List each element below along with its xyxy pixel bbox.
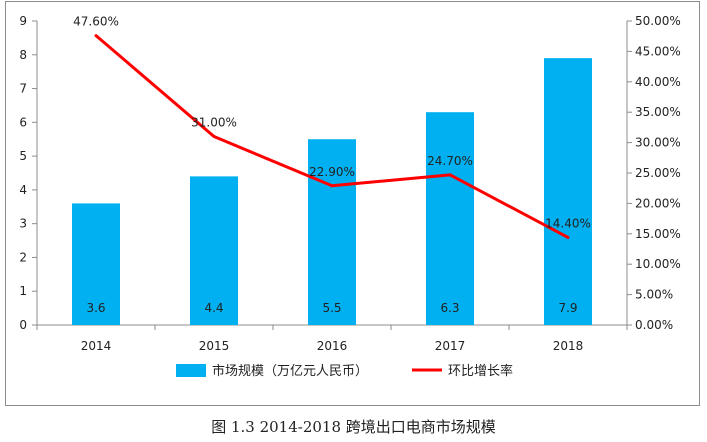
right-tick-label: 35.00%	[635, 105, 681, 119]
right-tick-label: 20.00%	[635, 196, 681, 210]
line-value-label: 14.40%	[545, 216, 591, 230]
left-tick-label: 5	[19, 149, 27, 163]
x-tick-label: 2017	[435, 339, 466, 353]
bar	[72, 203, 120, 325]
line-value-label: 22.90%	[309, 165, 355, 179]
x-tick-label: 2014	[81, 339, 112, 353]
bar-value-label: 6.3	[440, 301, 459, 315]
x-tick-label: 2016	[317, 339, 348, 353]
right-tick-label: 45.00%	[635, 44, 681, 58]
left-tick-label: 0	[19, 318, 27, 332]
left-tick-label: 7	[19, 82, 27, 96]
line-value-label: 31.00%	[191, 116, 237, 130]
bar-value-label: 4.4	[204, 301, 223, 315]
bar	[426, 112, 474, 325]
right-tick-label: 25.00%	[635, 166, 681, 180]
x-tick-label: 2018	[553, 339, 584, 353]
legend-swatch-bar	[176, 364, 206, 377]
line-point	[566, 235, 570, 239]
line-point	[94, 34, 98, 38]
legend-label-growth-rate: 环比增长率	[448, 363, 513, 379]
left-tick-label: 9	[19, 14, 27, 28]
right-tick-label: 0.00%	[635, 318, 673, 332]
right-tick-label: 30.00%	[635, 136, 681, 150]
left-tick-label: 6	[19, 115, 27, 129]
left-tick-label: 1	[19, 284, 27, 298]
left-tick-label: 4	[19, 183, 27, 197]
right-tick-label: 5.00%	[635, 288, 673, 302]
right-tick-label: 40.00%	[635, 75, 681, 89]
right-tick-label: 50.00%	[635, 14, 681, 28]
left-tick-label: 8	[19, 48, 27, 62]
legend-label-market-size: 市场规模（万亿元人民币）	[212, 363, 368, 379]
figure-caption: 图 1.3 2014-2018 跨境出口电商市场规模	[211, 418, 496, 436]
line-point	[212, 135, 216, 139]
bar	[308, 139, 356, 325]
combo-chart: 0 1 2 3 4 5 6 7 8 9 0.00% 5.00% 10.00% 15.00% 20.00% 25…	[19, 14, 680, 379]
left-tick-label: 2	[19, 250, 27, 264]
line-point	[330, 184, 334, 188]
chart-frame	[5, 1, 700, 406]
bar	[190, 176, 238, 325]
x-tick-label: 2015	[199, 339, 230, 353]
bar-value-label: 7.9	[558, 301, 577, 315]
axes: 0 1 2 3 4 5 6 7 8 9 0.00% 5.00% 10.00% 15.00% 20.00% 25…	[19, 14, 680, 353]
line-series	[94, 34, 570, 239]
data-labels: 3.6 4.4 5.5 6.3 7.9 47.60% 31.00% 22.90% 24.70% 1…	[73, 15, 591, 315]
line-value-label: 24.70%	[427, 154, 473, 168]
right-tick-label: 10.00%	[635, 257, 681, 271]
bar-value-label: 5.5	[322, 301, 341, 315]
left-tick-label: 3	[19, 217, 27, 231]
bar	[544, 58, 592, 326]
bar-series	[72, 58, 592, 326]
right-tick-label: 15.00%	[635, 227, 681, 241]
line-point	[448, 173, 452, 177]
legend: 市场规模（万亿元人民币） 环比增长率	[176, 363, 513, 379]
line-value-label: 47.60%	[73, 15, 119, 29]
bar-value-label: 3.6	[86, 301, 105, 315]
